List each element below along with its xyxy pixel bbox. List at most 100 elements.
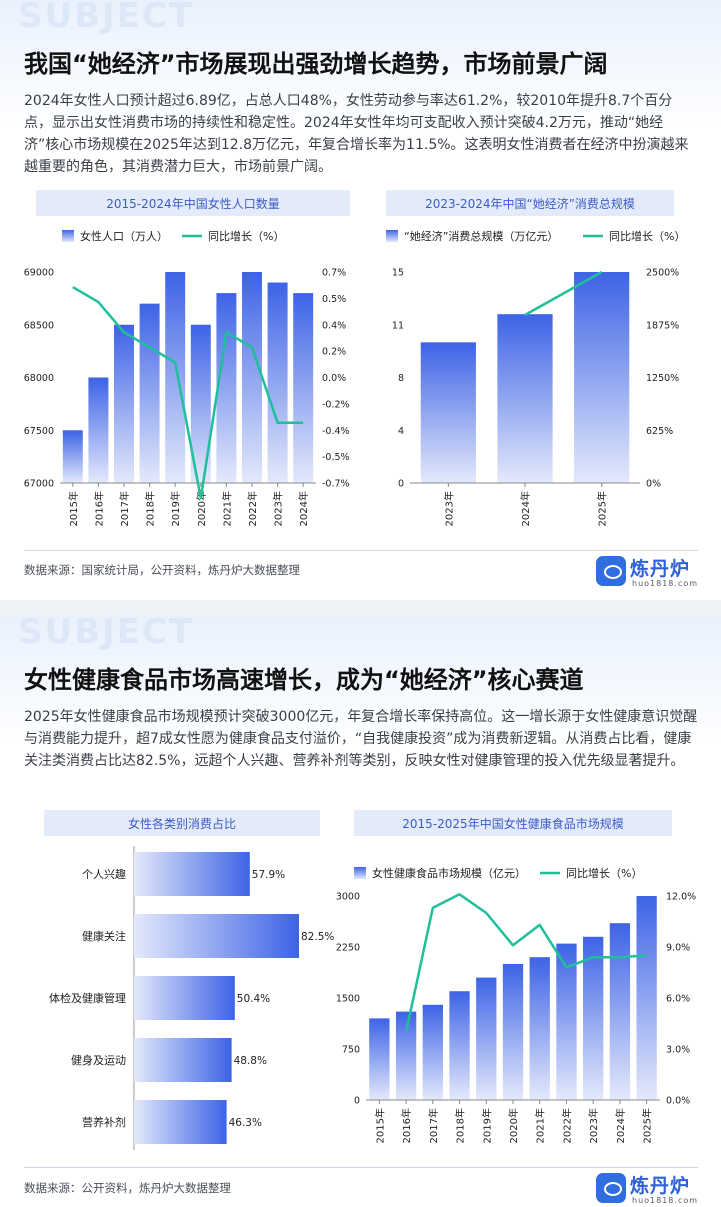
bar [114, 324, 134, 483]
bar [449, 991, 470, 1100]
x-tick-label: 2017年 [427, 1108, 440, 1143]
y-tick-label: 15 [392, 268, 404, 279]
chart-title-bar [386, 190, 674, 216]
y2-tick-label: 0.7% [322, 268, 346, 279]
chart-title-bar [44, 810, 320, 836]
x-tick-label: 2020年 [507, 1108, 520, 1143]
y2-tick-label: 625% [646, 426, 673, 437]
bar [293, 293, 314, 483]
y-tick-label: 67500 [24, 426, 54, 437]
chart-female-population: 2015-2024年中国女性人口数量 女性人口（万人） 同比增长（%） 69000 68… [24, 190, 364, 535]
chart-title: 2015-2025年中国女性健康食品市场规模 [402, 816, 623, 831]
x-tick-label: 2023年 [272, 491, 285, 526]
y2-tick-label: -0.5% [322, 452, 350, 463]
x-tick-label: 2020年 [195, 491, 208, 526]
y-tick-label: 11 [392, 320, 404, 331]
panel-paragraph: 2024年女性人口预计超过6.89亿，占总人口48%，女性劳动参与率达61.2%… [24, 93, 689, 175]
chart-her-economy-scale: 2023-2024年中国“她经济”消费总规模 “她经济”消费总规模（万亿元） 同比增… [372, 190, 702, 535]
y-tick-label: 4 [398, 426, 404, 437]
y2-tick-label: -0.4% [322, 426, 350, 437]
logo-icon [596, 1173, 626, 1203]
x-tick-label: 2022年 [560, 1108, 573, 1143]
x-tick-label: 2021年 [220, 491, 233, 526]
chart-title-bar [354, 810, 672, 836]
category-label: 营养补剂 [82, 1115, 126, 1129]
brand-logo[interactable]: 炼丹炉 huo1818.com [596, 1171, 701, 1207]
bar [139, 303, 160, 483]
bar [216, 293, 237, 483]
bar [420, 342, 476, 483]
legend-label: 同比增长（%） [208, 229, 284, 243]
data-source: 数据来源：国家统计局，公开资料，炼丹炉大数据整理 [24, 563, 300, 577]
data-label: 82.5% [301, 931, 334, 943]
data-label: 48.8% [234, 1055, 267, 1067]
y2-tick-label: 6.0% [666, 994, 690, 1005]
x-tick-label: 2015年 [67, 491, 80, 526]
legend-bar-swatch [62, 230, 74, 242]
bar [134, 1038, 232, 1082]
y-tick-label: 0 [398, 479, 404, 490]
bar [134, 852, 250, 896]
data-label: 46.3% [229, 1117, 262, 1129]
x-tick-label: 2019年 [169, 491, 182, 526]
y2-tick-label: 12.0% [666, 892, 696, 903]
x-tick-label: 2017年 [118, 491, 131, 526]
bar [88, 377, 109, 483]
bar [395, 1011, 417, 1100]
chart-title: 女性各类别消费占比 [128, 816, 236, 831]
x-tick-label: 2025年 [596, 491, 609, 526]
bar [369, 1018, 390, 1100]
y-tick-label: 2250 [336, 943, 360, 954]
x-tick-label: 2024年 [614, 1108, 627, 1143]
bar [574, 272, 630, 483]
legend-bar-swatch [354, 867, 366, 879]
growth-line [524, 270, 603, 317]
bar [556, 943, 577, 1100]
data-label: 50.4% [237, 993, 270, 1005]
y-tick-label: 1500 [336, 994, 360, 1005]
bar [165, 272, 186, 483]
x-tick-label: 2018年 [454, 1108, 467, 1143]
y-tick-label: 3000 [336, 892, 360, 903]
legend-bar-swatch [386, 230, 398, 242]
bar [134, 1100, 227, 1144]
y2-tick-label: 0% [646, 479, 661, 490]
watermark-text: SUBJECT [18, 0, 195, 36]
y-tick-label: 67000 [24, 479, 54, 490]
bar [502, 964, 524, 1100]
bar [242, 272, 262, 483]
y-tick-label: 750 [342, 1045, 360, 1056]
y-tick-label: 0 [354, 1096, 360, 1107]
y2-tick-label: -0.7% [322, 479, 350, 490]
watermark-text: SUBJECT [18, 616, 195, 652]
y-tick-label: 68500 [24, 320, 54, 331]
x-tick-label: 2021年 [534, 1108, 547, 1143]
y-tick-label: 69000 [24, 268, 54, 279]
legend-label: 同比增长（%） [566, 866, 642, 880]
chart-title: 2015-2024年中国女性人口数量 [106, 196, 279, 211]
brand-logo[interactable]: 炼丹炉 huo1818.com [596, 554, 701, 590]
chart-title: 2023-2024年中国“她经济”消费总规模 [425, 196, 635, 211]
panel-title: 女性健康食品市场高速增长，成为“她经济”核心赛道 [24, 666, 584, 694]
bar [529, 957, 550, 1100]
chart-title-bar [36, 190, 350, 216]
growth-line [72, 286, 304, 500]
legend-label: “她经济”消费总规模（万亿元） [404, 229, 558, 243]
x-tick-label: 2015年 [373, 1108, 386, 1143]
report-panel-her-economy: SUBJECT 我国“她经济”市场展现出强劲增长趋势，市场前景广阔 2024年女… [0, 0, 721, 600]
bar [636, 896, 657, 1100]
bar [497, 314, 553, 483]
x-tick-label: 2024年 [519, 491, 532, 526]
panel-background [0, 616, 721, 1207]
logo-url: huo1818.com [632, 1196, 699, 1205]
y-tick-label: 8 [398, 373, 404, 384]
x-tick-label: 2016年 [92, 491, 105, 526]
category-label: 健康关注 [82, 929, 126, 943]
y2-tick-label: 3.0% [666, 1045, 690, 1056]
bar [583, 936, 604, 1100]
x-tick-label: 2018年 [144, 491, 157, 526]
x-tick-label: 2019年 [480, 1108, 493, 1143]
